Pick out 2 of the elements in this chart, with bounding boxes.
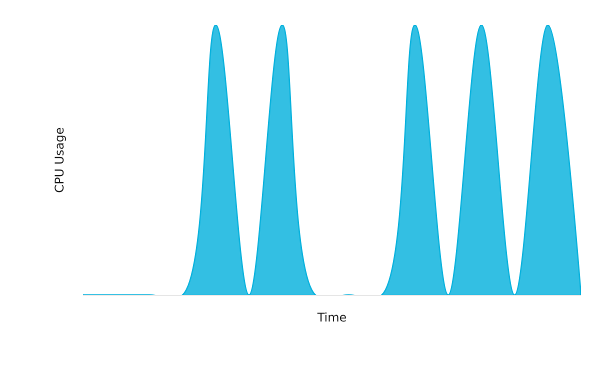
x-axis-title: Time (316, 310, 347, 324)
y-axis-title: CPU Usage (52, 127, 66, 193)
